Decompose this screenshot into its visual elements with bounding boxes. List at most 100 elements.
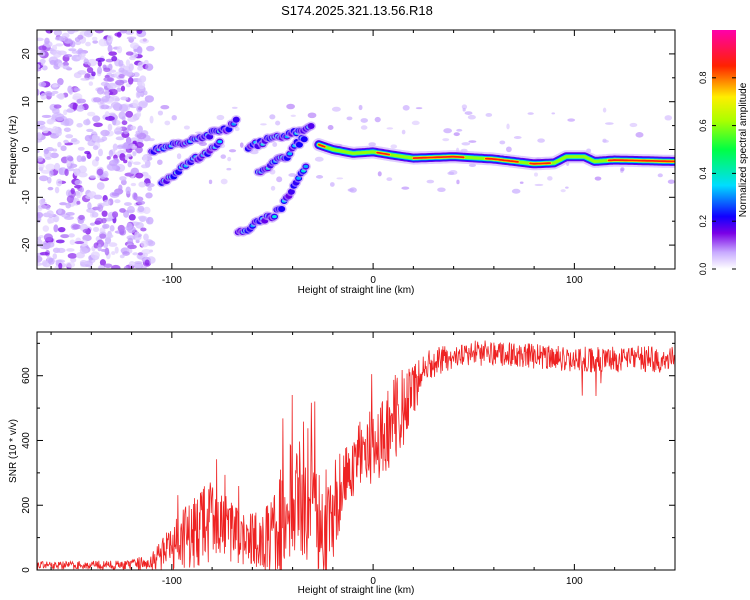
spectrogram-y-tick-label: -10 — [21, 190, 32, 205]
noise-blob — [456, 179, 460, 185]
noise-blob — [97, 148, 104, 157]
noise-blob — [664, 115, 673, 121]
noise-blob — [534, 183, 544, 187]
noise-blob — [290, 114, 296, 117]
noise-blob — [46, 210, 54, 218]
noise-blob — [143, 233, 149, 241]
noise-blob — [128, 261, 136, 267]
noise-blob — [129, 42, 139, 49]
noise-blob — [468, 163, 476, 168]
noise-blob — [146, 45, 155, 52]
noise-blob — [115, 79, 125, 86]
noise-blob — [92, 40, 99, 44]
noise-blob — [110, 101, 121, 109]
noise-blob — [132, 192, 138, 201]
noise-blob — [47, 219, 52, 224]
noise-blob — [52, 107, 60, 115]
noise-blob — [88, 81, 94, 86]
noise-blob — [105, 233, 114, 239]
noise-blob — [130, 182, 137, 187]
noise-blob — [46, 241, 55, 248]
noise-blob — [511, 188, 521, 194]
noise-blob — [67, 156, 74, 162]
noise-blob — [346, 116, 353, 121]
noise-blob — [74, 179, 83, 185]
noise-blob — [519, 181, 524, 184]
noise-blob — [146, 240, 156, 247]
noise-blob — [84, 134, 92, 142]
noise-blob — [143, 59, 149, 65]
noise-blob — [140, 227, 147, 232]
noise-blob — [101, 217, 107, 224]
noise-blob — [119, 254, 125, 259]
noise-blob — [108, 88, 118, 96]
noise-blob — [462, 107, 466, 112]
noise-blob — [386, 177, 393, 182]
noise-blob — [111, 251, 116, 255]
noise-blob — [141, 101, 148, 106]
noise-blob — [276, 176, 283, 183]
noise-blob — [107, 123, 113, 131]
noise-blob — [149, 115, 154, 124]
noise-blob — [360, 118, 368, 123]
noise-blob — [145, 192, 153, 199]
noise-blob — [411, 120, 420, 126]
noise-blob — [145, 183, 155, 188]
noise-blob — [121, 120, 128, 126]
noise-blob — [120, 85, 126, 92]
noise-blob — [65, 261, 76, 268]
chart-title: S174.2025.321.13.56.R18 — [281, 3, 433, 18]
noise-blob — [77, 48, 84, 55]
noise-blob — [97, 204, 104, 212]
spectrogram-branch-side — [253, 133, 310, 177]
noise-blob — [67, 253, 77, 259]
noise-blob — [87, 111, 96, 117]
noise-blob — [116, 31, 122, 38]
noise-blob — [97, 243, 102, 252]
noise-blob — [109, 191, 120, 198]
noise-blob — [95, 156, 100, 162]
noise-blob — [63, 139, 69, 144]
noise-blob — [136, 91, 142, 98]
noise-blob — [88, 76, 95, 80]
noise-blob — [78, 214, 85, 221]
noise-blob — [657, 173, 663, 178]
snr-axes: -100 0 100 0 200 400 600 — [21, 332, 675, 587]
noise-blob — [127, 76, 134, 85]
noise-blob — [94, 30, 104, 34]
noise-blob — [135, 172, 144, 179]
noise-blob — [89, 175, 96, 179]
spectrogram-y-tick-label: 20 — [21, 48, 32, 60]
noise-blob — [55, 129, 62, 137]
noise-blob — [116, 87, 122, 92]
noise-blob — [91, 211, 99, 218]
noise-blob — [286, 103, 295, 110]
spectrogram-y-tick-label: -20 — [21, 237, 32, 252]
noise-blob — [140, 240, 149, 248]
noise-blob — [37, 149, 40, 154]
noise-blob — [108, 51, 117, 56]
noise-blob — [61, 32, 70, 39]
noise-blob — [220, 154, 226, 159]
noise-blob — [80, 77, 90, 81]
noise-blob — [629, 122, 638, 128]
noise-blob — [260, 123, 267, 126]
noise-blob — [99, 233, 107, 239]
noise-blob — [44, 37, 50, 45]
noise-blob — [49, 152, 59, 159]
noise-blob — [111, 55, 118, 62]
noise-blob — [132, 99, 139, 108]
noise-blob — [208, 179, 213, 185]
noise-blob — [97, 265, 106, 269]
noise-blob — [112, 158, 120, 165]
noise-blob — [70, 188, 75, 195]
noise-blob — [73, 168, 80, 177]
noise-blob — [144, 259, 150, 266]
noise-blob — [69, 239, 76, 245]
noise-blob — [37, 131, 42, 139]
noise-blob — [70, 40, 76, 48]
noise-blob — [620, 167, 625, 172]
noise-blob — [119, 176, 127, 181]
